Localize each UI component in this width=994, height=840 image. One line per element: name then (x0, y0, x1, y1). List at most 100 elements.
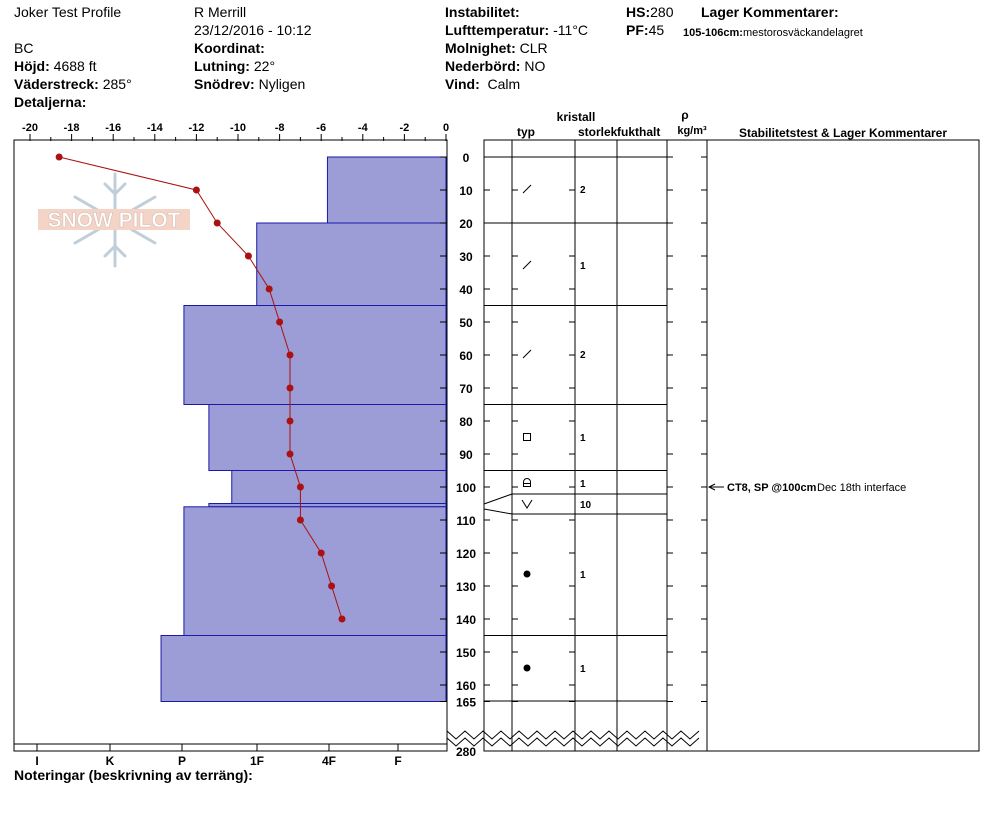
rounding-faceted-grain-icon (524, 479, 531, 487)
temp-tick-label: -20 (22, 122, 38, 134)
stability-test-label: CT8, SP @100cm (727, 482, 817, 494)
moisture-header: fukthalt (617, 125, 660, 139)
snowpilot-logo-text: SNOW PILOT (48, 209, 181, 232)
temperature-point (339, 616, 346, 623)
depth-tick-label: 60 (459, 349, 473, 363)
hardness-tick-label: P (178, 754, 186, 768)
depth-tick-label: 150 (456, 646, 476, 660)
temperature-point (266, 286, 273, 293)
stability-test-comment: Dec 18th interface (817, 482, 906, 494)
temp-tick-label: -10 (230, 122, 246, 134)
temperature-point (56, 154, 63, 161)
layer-boundary-connector (484, 494, 512, 504)
grain-size: 1 (580, 433, 586, 444)
grain-size: 1 (580, 570, 586, 581)
temp-tick-label: -12 (188, 122, 204, 134)
hardness-bar (161, 636, 446, 702)
grain-outline (524, 479, 531, 487)
decomposing-grain-icon (523, 261, 531, 269)
crystal-header: kristall (557, 110, 596, 124)
depth-tick-label: 165 (456, 696, 476, 710)
ice-grain-icon (524, 571, 531, 578)
temperature-point (287, 352, 294, 359)
depth-tick-label: 100 (456, 481, 476, 495)
rho-header: ρ (681, 108, 688, 122)
size-header: storlek (578, 125, 618, 139)
temperature-point (287, 451, 294, 458)
temperature-point (297, 484, 304, 491)
temperature-point (214, 220, 221, 227)
hardness-layers (161, 157, 446, 702)
hardness-tick-label: K (106, 754, 115, 768)
depth-tick-label: 120 (456, 547, 476, 561)
temperature-point (193, 187, 200, 194)
depth-tick-label: 20 (459, 217, 473, 231)
depth-tick-label: 40 (459, 283, 473, 297)
hardness-tick-label: I (35, 754, 38, 768)
depth-tick-label: 160 (456, 679, 476, 693)
hardness-bar (209, 405, 446, 471)
grain-size: 1 (580, 261, 586, 272)
temp-tick-label: -14 (147, 122, 164, 134)
type-header: typ (517, 125, 535, 139)
temp-tick-label: 0 (443, 122, 449, 134)
temp-tick-label: -2 (400, 122, 410, 134)
depth-tick-label: 10 (459, 184, 473, 198)
hardness-bar (257, 223, 446, 306)
temperature-point (245, 253, 252, 260)
temperature-point (318, 550, 325, 557)
depth-tick-label: 80 (459, 415, 473, 429)
hardness-bar (184, 507, 446, 636)
grain-size: 10 (580, 500, 592, 511)
layer-row: 1 (524, 570, 587, 581)
depth-tick-label: 110 (456, 514, 476, 528)
hardness-bar (184, 306, 446, 405)
depth-tick-label: 0 (463, 151, 470, 165)
temperature-point (287, 385, 294, 392)
depth-bottom-label: 280 (456, 745, 476, 759)
temperature-point (287, 418, 294, 425)
temp-tick-label: -16 (105, 122, 121, 134)
stability-header: Stabilitetstest & Lager Kommentarer (739, 126, 947, 140)
temperature-point (297, 517, 304, 524)
hardness-tick-label: F (394, 754, 401, 768)
decomposing-grain-icon (523, 185, 531, 193)
hardness-axis: I K P 1F 4F F (14, 744, 447, 768)
depth-tick-label: 70 (459, 382, 473, 396)
temp-tick-label: -8 (275, 122, 285, 134)
snowpilot-logo: SNOW PILOT (38, 174, 190, 266)
depth-tick-label: 50 (459, 316, 473, 330)
ice-grain-icon (524, 665, 531, 672)
density-unit-header: kg/m³ (677, 125, 707, 137)
terrain-notes-label: Noteringar (beskrivning av terräng): (14, 767, 253, 783)
temp-tick-label: -6 (316, 122, 326, 134)
layer-row: 2 (523, 350, 586, 361)
depth-tick-label: 90 (459, 448, 473, 462)
grain-size: 1 (580, 479, 586, 490)
depth-tick-label: 30 (459, 250, 473, 264)
layer-boundary-connector (484, 509, 512, 514)
hardness-bar (327, 157, 446, 223)
faceted-grain-icon (524, 434, 531, 441)
layer-row: 1 (524, 479, 587, 490)
temperature-point (328, 583, 335, 590)
hardness-tick-label: 1F (250, 754, 264, 768)
grain-size: 2 (580, 185, 586, 196)
temperature-axis: -20 -18 -16 -14 -12 -10 -8 -6 -4 -2 0 (22, 122, 449, 141)
temperature-point (276, 319, 283, 326)
temp-tick-label: -4 (358, 122, 369, 134)
surface-hoar-icon (522, 500, 532, 508)
grain-size: 1 (580, 664, 586, 675)
depth-tick-label: 140 (456, 613, 476, 627)
hardness-tick-label: 4F (322, 754, 336, 768)
layer-row: 1 (524, 433, 587, 444)
layer-row: 1 (524, 664, 587, 675)
layer-row: 1 (523, 261, 586, 272)
layer-row: 10 (522, 500, 592, 511)
grain-size: 2 (580, 350, 586, 361)
hardness-bar (232, 471, 446, 504)
depth-tick-label: 130 (456, 580, 476, 594)
layer-table: 2 1 2 1 1 10 1 1 (484, 140, 979, 751)
stability-test: CT8, SP @100cm Dec 18th interface (709, 482, 906, 494)
